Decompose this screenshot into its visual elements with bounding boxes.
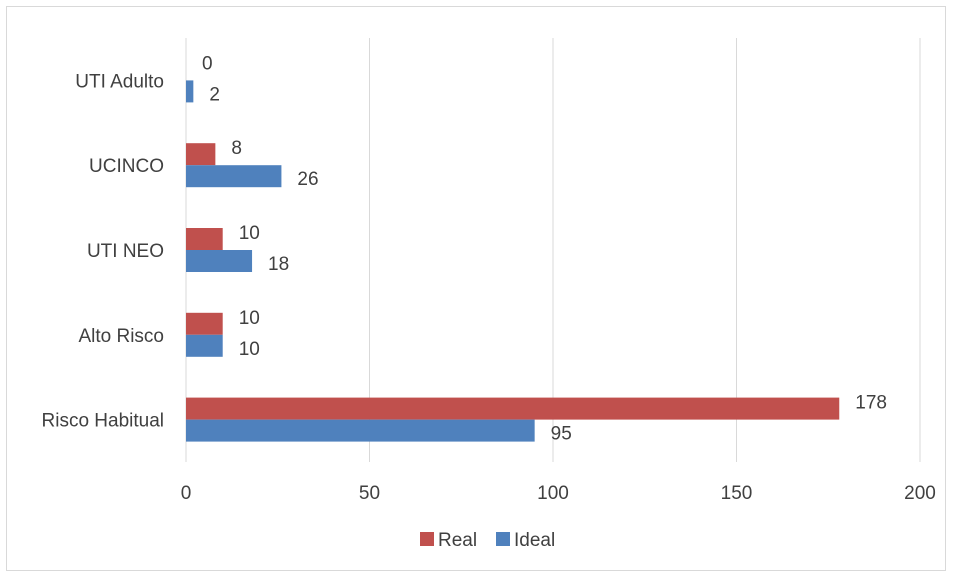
data-label: 26	[297, 169, 318, 190]
labels: UTI Adulto 0 2 UCINCO 8 26 UTI NEO 10 18 Alto Ris…	[42, 53, 887, 444]
data-label: 8	[231, 138, 242, 159]
legend-label-ideal: Ideal	[514, 530, 555, 551]
bar-real	[186, 397, 840, 420]
bars	[186, 80, 840, 442]
data-label: 0	[202, 53, 213, 74]
data-label: 18	[268, 254, 289, 275]
bar-real	[186, 312, 223, 335]
data-label: 10	[239, 308, 260, 329]
data-label: 10	[239, 223, 260, 244]
axis: 0 50 100 150 200	[181, 38, 936, 504]
data-label: 10	[239, 339, 260, 360]
x-tick-label: 100	[537, 483, 569, 504]
legend-swatch-ideal	[496, 532, 510, 546]
category-label: UTI NEO	[87, 241, 164, 262]
data-label: 2	[209, 84, 220, 105]
bar-ideal	[186, 419, 535, 442]
bar-real	[186, 228, 223, 250]
legend-label-real: Real	[438, 530, 477, 551]
legend: Real Ideal	[420, 530, 555, 551]
category-label: UCINCO	[89, 156, 164, 177]
x-tick-label: 0	[181, 483, 192, 504]
data-label: 95	[551, 424, 572, 445]
bar-ideal	[186, 334, 223, 357]
x-tick-label: 50	[359, 483, 380, 504]
data-label: 178	[855, 393, 887, 414]
chart-frame	[6, 6, 946, 571]
bar-real	[186, 143, 216, 166]
bar-ideal	[186, 250, 253, 272]
bar-ideal	[186, 80, 194, 103]
x-tick-label: 200	[904, 483, 936, 504]
legend-swatch-real	[420, 532, 434, 546]
category-label: Risco Habitual	[42, 411, 165, 432]
category-label: UTI Adulto	[75, 71, 164, 92]
bar-ideal	[186, 165, 282, 188]
category-label: Alto Risco	[78, 326, 164, 347]
x-tick-label: 150	[721, 483, 753, 504]
